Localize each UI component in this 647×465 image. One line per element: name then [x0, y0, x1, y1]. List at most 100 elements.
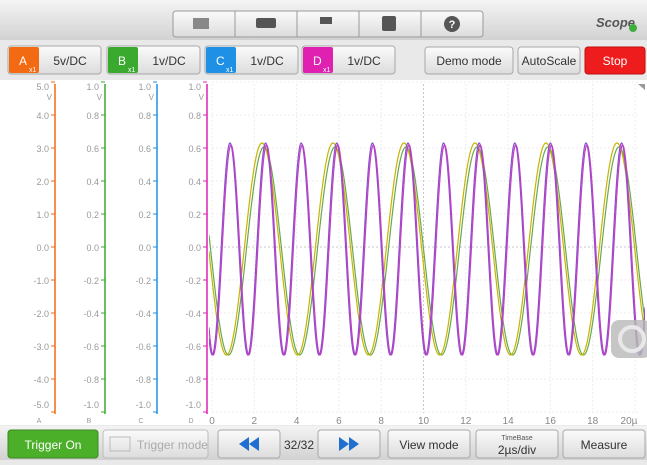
time-label: 20µ	[621, 416, 638, 427]
stop-button[interactable]	[584, 46, 646, 75]
axis-label: -1.0	[135, 400, 151, 410]
time-label: 6	[336, 416, 342, 427]
axis-label: 0.6	[188, 144, 201, 154]
axis-label: -4.0	[33, 375, 49, 385]
time-label: 0	[209, 416, 215, 427]
trigger-on-button[interactable]	[7, 429, 99, 459]
axis-label: -2.0	[33, 309, 49, 319]
axis-label: 0.4	[86, 177, 99, 187]
axis-label: 0.2	[86, 210, 99, 220]
axis-label: 2.0	[36, 177, 49, 187]
axis-label: -0.8	[135, 375, 151, 385]
axis-label: 0.8	[188, 111, 201, 121]
trace-d	[209, 144, 645, 356]
time-label: 14	[503, 416, 515, 427]
time-label: 8	[378, 416, 384, 427]
axis-label: 1.0	[138, 82, 151, 92]
time-label: 10	[418, 416, 430, 427]
axis-label: -0.8	[83, 375, 99, 385]
demo-mode-button[interactable]	[424, 46, 514, 75]
probe-icon[interactable]	[320, 17, 332, 24]
app-title: Scope	[596, 15, 635, 30]
axis-label: -0.2	[135, 276, 151, 286]
save-icon[interactable]	[382, 16, 396, 31]
axis-label: 0.2	[138, 210, 151, 220]
axis-label: -0.6	[83, 342, 99, 352]
trace-c	[209, 142, 645, 356]
channel-setting: 1v/DC	[152, 54, 186, 68]
axis-label: 0.0	[138, 243, 151, 253]
svg-text:?: ?	[449, 19, 456, 31]
plot-area	[0, 80, 647, 425]
trigger-mode-icon	[109, 436, 131, 452]
axis-label: 0.6	[138, 144, 151, 154]
time-label: 2	[252, 416, 258, 427]
channel-probe: x1	[128, 67, 136, 74]
axis-label: 0.0	[36, 243, 49, 253]
corner-arrow	[638, 84, 645, 90]
autoscale-button[interactable]	[517, 46, 581, 75]
time-label: 18	[587, 416, 599, 427]
axis-label: -0.6	[135, 342, 151, 352]
channel-setting: 1v/DC	[250, 54, 284, 68]
view-mode-button[interactable]	[387, 429, 471, 459]
axis-label: 0.4	[188, 177, 201, 187]
axis-unit: V	[199, 93, 205, 102]
axis-label: 0.0	[188, 243, 201, 253]
axis-unit: V	[97, 93, 103, 102]
axis-channel: C	[138, 418, 143, 425]
prev-icon	[239, 437, 259, 451]
trigger-on-label: Trigger On	[25, 438, 82, 452]
channel-tag[interactable]	[303, 47, 333, 73]
axis-label: 1.0	[188, 82, 201, 92]
measure-button[interactable]	[562, 429, 646, 459]
axis-label: -1.0	[185, 400, 201, 410]
axis-channel: B	[87, 418, 92, 425]
print-icon[interactable]	[256, 18, 276, 28]
channel-name: B	[118, 54, 126, 68]
measure-label: Measure	[581, 438, 628, 452]
channel-tag[interactable]	[9, 47, 39, 73]
axis-label: 0.4	[138, 177, 151, 187]
channel-setting: 1v/DC	[347, 54, 381, 68]
axis-channel: D	[188, 418, 193, 425]
trace-b	[209, 146, 645, 356]
axis-label: 0.6	[86, 144, 99, 154]
channel-tag[interactable]	[206, 47, 236, 73]
axis-label: 0.0	[86, 243, 99, 253]
channel-probe: x1	[323, 67, 331, 74]
timebase-value: 2µs/div	[498, 443, 536, 457]
axis-label: 0.8	[138, 111, 151, 121]
axis-label: -5.0	[33, 400, 49, 410]
axis-label: -0.4	[135, 309, 151, 319]
toolbar-icons: ?	[172, 10, 484, 38]
axis-label: -1.0	[83, 400, 99, 410]
axis-label: -0.8	[185, 375, 201, 385]
timebase-button[interactable]	[475, 429, 559, 459]
channel-tag[interactable]	[108, 47, 138, 73]
axis-label: 5.0	[36, 82, 49, 92]
autoscale-label: AutoScale	[522, 54, 577, 68]
axis-label: -0.6	[185, 342, 201, 352]
channel-name: C	[216, 54, 225, 68]
car-icon[interactable]	[193, 18, 209, 29]
channel-name: D	[313, 54, 322, 68]
timebase-caption: TimeBase	[501, 435, 532, 442]
axis-label: -3.0	[33, 342, 49, 352]
axis-label: 0.2	[188, 210, 201, 220]
time-label: 16	[545, 416, 557, 427]
axis-channel: A	[37, 418, 42, 425]
axis-label: -0.4	[185, 309, 201, 319]
channel-probe: x1	[29, 67, 37, 74]
axis-label: 1.0	[86, 82, 99, 92]
time-label: 4	[294, 416, 300, 427]
status-dot	[629, 24, 637, 32]
channel-probe: x1	[226, 67, 234, 74]
axis-unit: V	[149, 93, 155, 102]
axis-label: -0.2	[83, 276, 99, 286]
axis-label: -1.0	[33, 276, 49, 286]
trigger-mode-label: Trigger mode	[137, 438, 208, 452]
axis-label: -0.2	[185, 276, 201, 286]
help-icon[interactable]	[444, 16, 460, 32]
